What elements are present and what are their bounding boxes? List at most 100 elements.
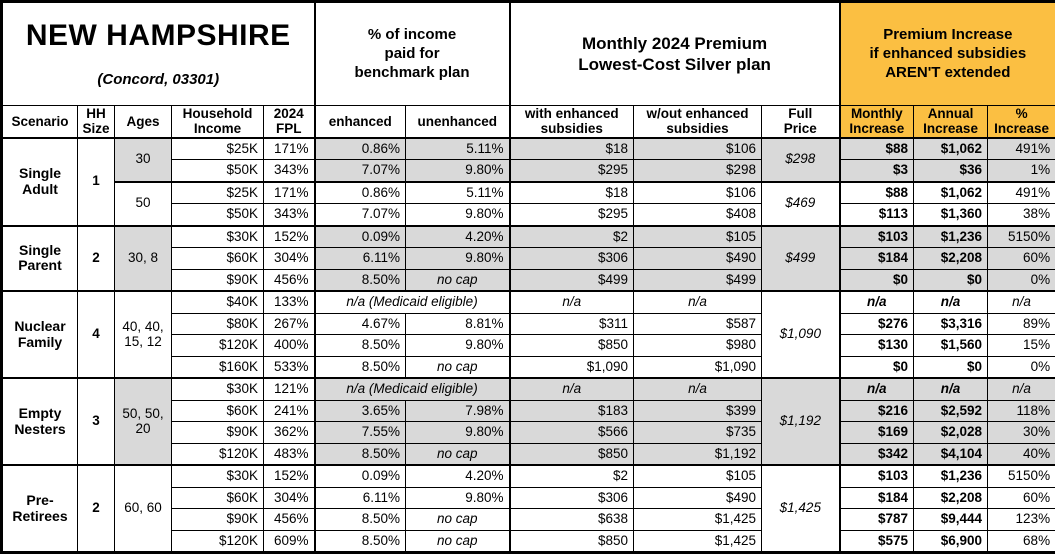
- unenhanced-pct-cell: 9.80%: [406, 160, 510, 182]
- full-price-cell: $1,192: [762, 378, 840, 465]
- premium-with-subsidies-cell: $850: [510, 335, 634, 357]
- monthly-increase-cell: $103: [840, 465, 914, 487]
- income-cell: $160K: [172, 356, 264, 378]
- premium-with-subsidies-cell: $306: [510, 248, 634, 270]
- fpl-cell: 483%: [264, 443, 315, 465]
- fpl-cell: 133%: [264, 291, 315, 313]
- col-header-household-income: Household Income: [172, 106, 264, 138]
- pct-increase-cell: 30%: [988, 422, 1055, 444]
- monthly-increase-cell: $184: [840, 248, 914, 270]
- monthly-increase-cell: n/a: [840, 291, 914, 313]
- fpl-cell: 400%: [264, 335, 315, 357]
- pct-increase-cell: 60%: [988, 248, 1055, 270]
- premium-without-subsidies-cell: n/a: [634, 378, 762, 400]
- pct-increase-cell: 118%: [988, 400, 1055, 422]
- annual-increase-cell: $2,028: [914, 422, 988, 444]
- hh-size-cell: 1: [78, 138, 115, 226]
- unenhanced-pct-cell: no cap: [406, 443, 510, 465]
- pct-increase-cell: 5150%: [988, 465, 1055, 487]
- fpl-cell: 171%: [264, 138, 315, 160]
- annual-increase-cell: $0: [914, 269, 988, 291]
- fpl-cell: 171%: [264, 182, 315, 204]
- medicaid-note-cell: n/a (Medicaid eligible): [315, 291, 510, 313]
- monthly-increase-cell: $0: [840, 356, 914, 378]
- monthly-increase-cell: n/a: [840, 378, 914, 400]
- annual-increase-cell: $1,236: [914, 226, 988, 248]
- pct-increase-cell: 68%: [988, 530, 1055, 553]
- group-header-income-pct: % of income paid for benchmark plan: [315, 2, 510, 106]
- income-cell: $30K: [172, 465, 264, 487]
- fpl-cell: 362%: [264, 422, 315, 444]
- monthly-increase-cell: $276: [840, 313, 914, 335]
- monthly-increase-cell: $103: [840, 226, 914, 248]
- pct-increase-cell: 15%: [988, 335, 1055, 357]
- unenhanced-pct-cell: 9.80%: [406, 487, 510, 509]
- unenhanced-pct-cell: 9.80%: [406, 248, 510, 270]
- income-cell: $120K: [172, 443, 264, 465]
- premium-with-subsidies-cell: $18: [510, 182, 634, 204]
- annual-increase-cell: $3,316: [914, 313, 988, 335]
- monthly-increase-cell: $88: [840, 182, 914, 204]
- premium-without-subsidies-cell: $587: [634, 313, 762, 335]
- scenario-cell: Single Adult: [2, 138, 78, 226]
- enhanced-pct-cell: 8.50%: [315, 356, 406, 378]
- pct-increase-cell: 60%: [988, 487, 1055, 509]
- annual-increase-cell: $1,236: [914, 465, 988, 487]
- income-cell: $25K: [172, 138, 264, 160]
- unenhanced-pct-cell: 9.80%: [406, 204, 510, 226]
- col-header-unenhanced: unenhanced: [406, 106, 510, 138]
- pct-increase-cell: 491%: [988, 138, 1055, 160]
- col-header-monthly-increase: Monthly Increase: [840, 106, 914, 138]
- enhanced-pct-cell: 8.50%: [315, 443, 406, 465]
- enhanced-pct-cell: 8.50%: [315, 335, 406, 357]
- premium-without-subsidies-cell: n/a: [634, 291, 762, 313]
- premium-with-subsidies-cell: $2: [510, 465, 634, 487]
- pct-increase-cell: 1%: [988, 160, 1055, 182]
- premium-without-subsidies-cell: $298: [634, 160, 762, 182]
- fpl-cell: 304%: [264, 248, 315, 270]
- fpl-cell: 241%: [264, 400, 315, 422]
- monthly-increase-cell: $216: [840, 400, 914, 422]
- premium-without-subsidies-cell: $105: [634, 226, 762, 248]
- enhanced-pct-cell: 8.50%: [315, 269, 406, 291]
- pct-increase-cell: 40%: [988, 443, 1055, 465]
- group-header-monthly-premium: Monthly 2024 Premium Lowest-Cost Silver …: [510, 2, 840, 106]
- pct-increase-cell: n/a: [988, 291, 1055, 313]
- col-header-ages: Ages: [115, 106, 172, 138]
- annual-increase-cell: n/a: [914, 378, 988, 400]
- premium-without-subsidies-cell: $106: [634, 138, 762, 160]
- ages-cell: 30, 8: [115, 226, 172, 292]
- ages-cell: 60, 60: [115, 465, 172, 553]
- fpl-cell: 267%: [264, 313, 315, 335]
- income-cell: $30K: [172, 226, 264, 248]
- income-cell: $60K: [172, 400, 264, 422]
- premium-with-subsidies-cell: $2: [510, 226, 634, 248]
- annual-increase-cell: $36: [914, 160, 988, 182]
- fpl-cell: 343%: [264, 160, 315, 182]
- premium-with-subsidies-cell: $311: [510, 313, 634, 335]
- fpl-cell: 343%: [264, 204, 315, 226]
- medicaid-note-cell: n/a (Medicaid eligible): [315, 378, 510, 400]
- premium-without-subsidies-cell: $105: [634, 465, 762, 487]
- unenhanced-pct-cell: 7.98%: [406, 400, 510, 422]
- full-price-cell: $469: [762, 182, 840, 226]
- hh-size-cell: 4: [78, 291, 115, 378]
- unenhanced-pct-cell: 9.80%: [406, 422, 510, 444]
- premium-without-subsidies-cell: $980: [634, 335, 762, 357]
- pct-increase-cell: 89%: [988, 313, 1055, 335]
- annual-increase-cell: $2,208: [914, 248, 988, 270]
- premium-with-subsidies-cell: $18: [510, 138, 634, 160]
- pct-increase-cell: 5150%: [988, 226, 1055, 248]
- income-cell: $120K: [172, 335, 264, 357]
- monthly-increase-cell: $0: [840, 269, 914, 291]
- enhanced-pct-cell: 6.11%: [315, 487, 406, 509]
- enhanced-pct-cell: 7.55%: [315, 422, 406, 444]
- unenhanced-pct-cell: 4.20%: [406, 226, 510, 248]
- ages-cell: 30: [115, 138, 172, 182]
- annual-increase-cell: n/a: [914, 291, 988, 313]
- income-cell: $50K: [172, 204, 264, 226]
